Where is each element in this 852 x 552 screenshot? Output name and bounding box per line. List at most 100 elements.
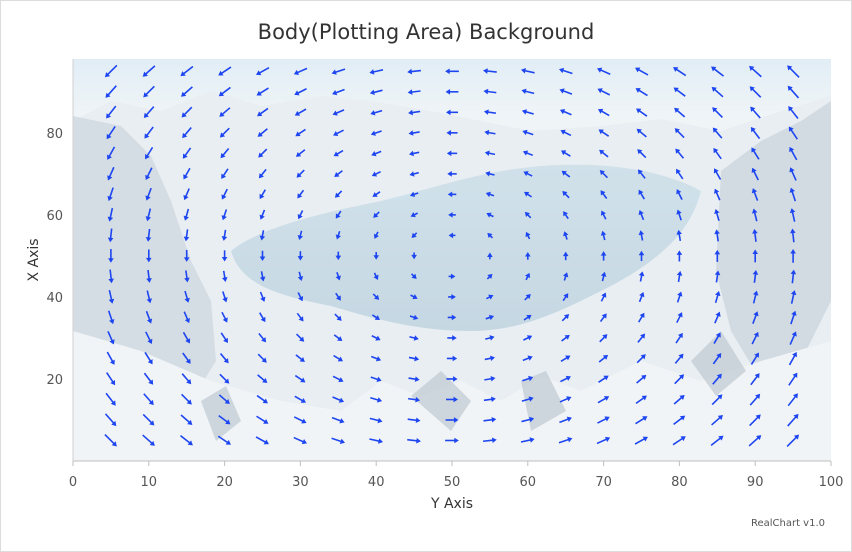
vector-arrow (636, 354, 646, 364)
vector-arrow (445, 437, 459, 444)
vector-arrow (522, 355, 533, 362)
vector-arrow (334, 190, 343, 198)
vector-arrow (258, 148, 268, 158)
vector-arrow (411, 252, 417, 260)
vector-arrow (525, 252, 531, 260)
vector-arrow (410, 294, 418, 300)
vector-arrow (294, 374, 306, 383)
vector-arrow (750, 352, 759, 365)
vector-arrow (104, 413, 117, 427)
x-tick-label: 20 (216, 475, 233, 490)
vector-arrow (143, 106, 155, 119)
vector-arrow (370, 355, 382, 362)
vector-arrow (789, 208, 796, 222)
vector-arrow (711, 394, 723, 406)
vector-arrow (255, 436, 269, 445)
vector-arrow (712, 373, 722, 385)
vector-arrow (104, 433, 117, 447)
vector-arrow (335, 251, 342, 261)
x-tick-label: 90 (747, 475, 764, 490)
vector-arrow (221, 229, 228, 241)
vector-arrow (179, 435, 193, 446)
vector-arrow (561, 314, 570, 322)
vector-arrow (714, 291, 721, 304)
vector-arrow (714, 270, 721, 283)
vector-arrow (409, 171, 419, 177)
vector-arrow (105, 85, 117, 98)
vector-arrow (257, 128, 268, 137)
y-tick-label: 40 (46, 291, 63, 306)
vector-arrow (294, 108, 307, 116)
vector-arrow (487, 252, 493, 260)
vector-arrow (790, 249, 796, 263)
vector-arrow (146, 269, 152, 283)
vector-arrow (674, 107, 686, 118)
vector-arrow (787, 413, 799, 427)
vector-arrow (181, 86, 193, 97)
vector-arrow (221, 209, 228, 221)
vector-arrow (373, 211, 380, 218)
x-tick-label: 70 (595, 475, 612, 490)
vector-arrow (369, 69, 384, 75)
vector-arrow (714, 311, 721, 324)
vector-arrow (560, 150, 571, 157)
vector-arrow (637, 149, 647, 159)
vector-arrow (371, 150, 382, 157)
vector-arrow (673, 394, 685, 405)
vector-arrow (219, 373, 230, 384)
vector-arrow (635, 88, 648, 97)
vector-arrow (638, 230, 645, 241)
vector-arrow (638, 209, 645, 221)
vector-arrow (181, 393, 192, 405)
vector-arrow (373, 231, 379, 239)
vector-arrow (257, 353, 267, 363)
vector-arrow (297, 292, 304, 302)
vector-arrow (143, 85, 155, 98)
vector-arrow (636, 128, 647, 138)
vector-arrow (335, 210, 342, 219)
vector-arrow (637, 169, 646, 179)
vector-arrow (107, 187, 114, 202)
vector-arrow (637, 333, 646, 343)
vector-arrow (222, 270, 228, 282)
vector-arrow (710, 435, 724, 446)
vector-arrow (562, 251, 569, 261)
vector-arrow (751, 208, 758, 222)
vector-arrow (256, 394, 268, 404)
vector-arrow (597, 396, 610, 404)
vector-arrow (485, 191, 495, 198)
vector-arrow (446, 376, 458, 382)
vector-arrow (142, 434, 155, 446)
vector-arrow (106, 126, 116, 140)
vector-arrow (221, 250, 228, 262)
vector-arrow (407, 89, 421, 95)
vector-arrow (410, 273, 417, 279)
vector-arrow (676, 209, 682, 221)
vector-arrow (108, 289, 115, 304)
vector-arrow (447, 335, 457, 341)
vector-arrow (220, 332, 228, 344)
vector-arrow (635, 67, 649, 76)
vector-arrow (675, 148, 685, 159)
vector-arrow (143, 372, 154, 385)
vector-arrow (786, 434, 800, 448)
vector-arrow (560, 355, 571, 362)
vector-arrow (789, 146, 798, 161)
vector-arrow (750, 373, 760, 386)
vector-arrow (297, 189, 305, 199)
vector-arrow (446, 130, 458, 136)
vector-arrow (142, 65, 156, 77)
vector-arrow (752, 290, 759, 304)
vector-arrow (295, 128, 306, 137)
vector-arrow (369, 438, 383, 444)
vector-arrow (749, 414, 761, 427)
vector-arrow (145, 331, 153, 345)
vector-arrow (407, 68, 422, 75)
vector-arrow (373, 252, 379, 260)
vector-arrow (484, 129, 496, 136)
vector-arrow (183, 167, 191, 180)
vector-arrow (297, 251, 304, 261)
vector-arrow (596, 436, 611, 445)
